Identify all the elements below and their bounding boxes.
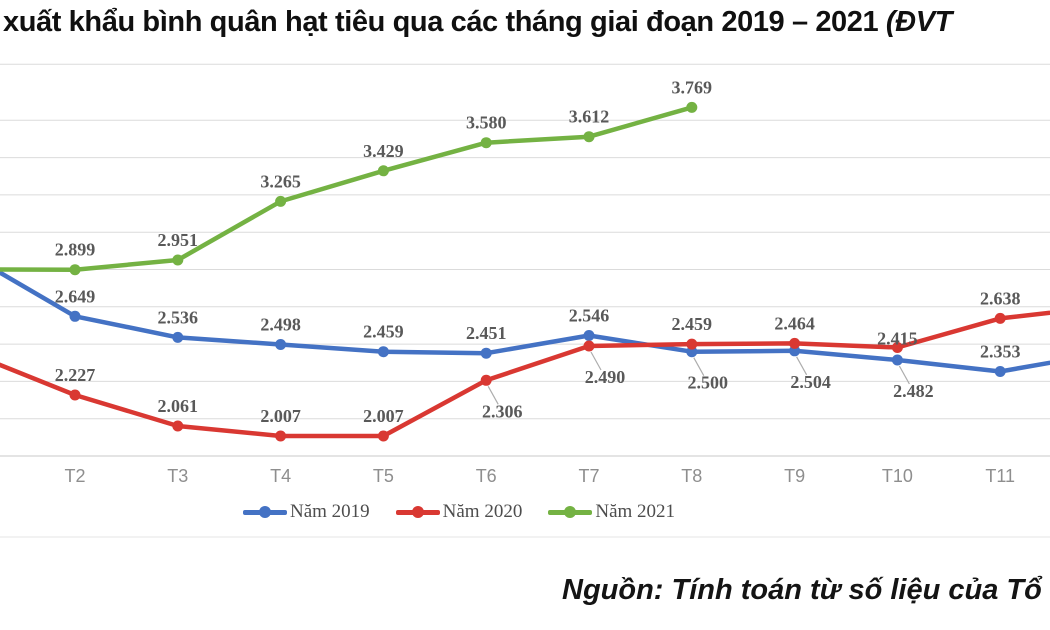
x-tick-label: T4 [270,466,291,486]
legend-item-nam-2021: Năm 2021 [548,501,675,523]
legend-line-marker-2019-icon [242,506,287,518]
data-label: 2.498 [260,315,301,335]
x-tick-label: T6 [476,466,497,486]
data-point-marker [583,330,595,341]
data-point-marker [69,389,81,401]
label-leader-line [693,357,705,376]
data-point-marker [686,338,698,350]
data-point-marker [275,339,287,350]
data-point-marker [480,374,492,386]
legend-label-2019: Năm 2019 [289,501,370,522]
data-point-marker [480,137,492,149]
label-leader-line [796,356,808,376]
data-label: 2.061 [158,396,199,416]
data-label: 3.769 [672,77,713,97]
data-label: 2.353 [980,342,1021,362]
chart-legend: Năm 2019 Năm 2020 Năm 2021 [0,501,984,523]
x-tick-label: T11 [985,466,1015,486]
data-label: 2.490 [585,367,626,387]
x-tick-label: T8 [681,466,702,486]
data-point-marker [275,195,287,207]
data-label: 3.429 [363,141,404,161]
data-label: 2.306 [482,401,523,421]
data-point-marker [275,430,287,442]
data-label: 2.451 [466,323,507,343]
x-tick-label: T9 [784,466,805,486]
legend-dot-2021-icon [564,506,577,518]
data-point-marker [583,131,595,143]
data-label: 3.580 [466,113,507,133]
data-point-marker [172,331,184,343]
data-label: 2.500 [688,373,729,393]
data-label: 2.649 [55,286,96,306]
legend-dot-2019-icon [258,506,271,518]
x-tick-label: T7 [578,466,599,486]
legend-item-nam-2020: Năm 2020 [395,501,523,523]
data-label: 2.464 [774,313,815,333]
data-point-marker [686,101,698,113]
data-point-marker [69,264,81,276]
legend-label-2021: Năm 2021 [595,501,676,522]
data-label: 2.459 [363,322,404,342]
data-label: 2.899 [55,240,96,260]
data-point-marker [891,342,903,353]
x-tick-label: T2 [64,466,85,486]
data-label: 3.265 [260,171,301,191]
data-label: 2.007 [260,406,301,426]
line-năm-2020 [0,310,1050,439]
data-point-marker [686,346,698,358]
data-label: 2.536 [158,307,199,327]
x-tick-label: T10 [882,466,913,486]
data-label: 2.007 [363,406,404,426]
legend-label-2020: Năm 2020 [442,501,523,522]
data-label: 2.504 [790,372,831,392]
data-label: 2.482 [893,381,934,401]
data-point-marker [891,354,903,366]
data-point-marker [994,312,1006,324]
data-label: 2.638 [980,288,1021,308]
line-năm-2021 [0,105,695,272]
data-label: 2.951 [158,230,199,250]
data-point-marker [172,420,184,432]
chart-title-main: xuất khẩu bình quân hạt tiêu qua các thá… [3,6,886,38]
data-label: 3.612 [569,107,610,127]
data-point-marker [789,337,801,349]
chart-title-unit: (ĐVT [885,6,952,38]
x-tick-label: T5 [373,466,394,486]
data-point-marker [377,165,389,177]
label-leader-line [590,351,602,371]
legend-line-marker-2021-icon [548,506,593,518]
data-label: 2.415 [877,329,918,349]
x-tick-label: T3 [167,466,188,486]
label-leader-line [487,386,499,405]
data-point-marker [377,346,389,358]
legend-line-marker-2020-icon [395,506,440,518]
source-note: Nguồn: Tính toán từ số liệu của Tổ [562,574,1042,606]
data-point-marker [172,254,184,266]
data-point-marker [377,430,389,442]
data-label: 2.459 [672,314,713,334]
data-point-marker [69,310,81,322]
chart-title: xuất khẩu bình quân hạt tiêu qua các thá… [3,6,952,39]
data-point-marker [480,347,492,359]
line-năm-2019 [0,269,1050,374]
data-label: 2.546 [569,306,610,326]
label-leader-line [898,365,910,385]
data-label: 2.227 [55,365,96,385]
legend-dot-2020-icon [411,506,424,518]
data-point-marker [994,366,1006,377]
legend-item-nam-2019: Năm 2019 [242,501,370,523]
data-point-marker [583,340,595,352]
